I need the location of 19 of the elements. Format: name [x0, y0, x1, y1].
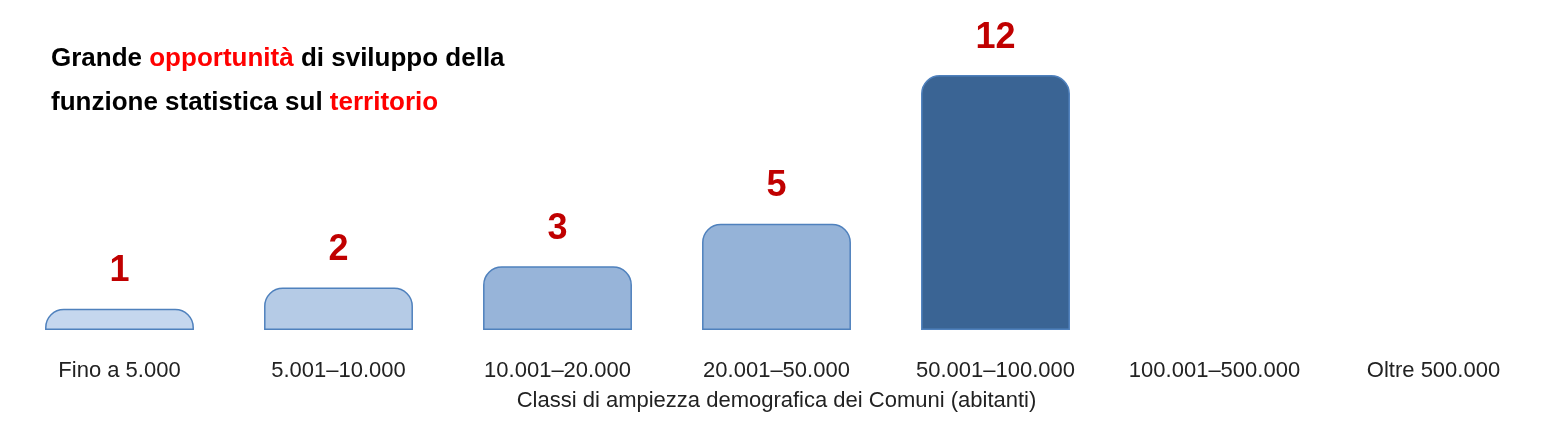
data-label: 2: [328, 227, 349, 268]
data-label: 3: [547, 205, 568, 247]
chart-title: Grande opportunità di sviluppo della funzione statistica sul territorio: [51, 42, 506, 116]
x-tick-label: 100.001–500.000: [1128, 356, 1301, 382]
x-tick-label: Fino a 5.000: [58, 356, 181, 382]
bar: [483, 266, 632, 330]
x-tick-label: Oltre 500.000: [1366, 356, 1501, 382]
bar: [921, 75, 1070, 330]
bar: [702, 223, 851, 330]
x-tick-label: 50.001–100.000: [915, 356, 1076, 382]
data-label: 5: [766, 163, 787, 205]
x-tick-label: 5.001–10.000: [271, 356, 406, 382]
bar: [45, 308, 194, 330]
data-label: 1: [109, 248, 130, 290]
x-tick-label: 10.001–20.000: [484, 356, 631, 382]
data-label: 12: [975, 14, 1016, 56]
bar: [264, 287, 413, 330]
x-tick-label: 20.001–50.000: [703, 356, 850, 382]
x-axis-title: Classi di ampiezza demografica dei Comuni (abitanti): [516, 386, 1037, 412]
